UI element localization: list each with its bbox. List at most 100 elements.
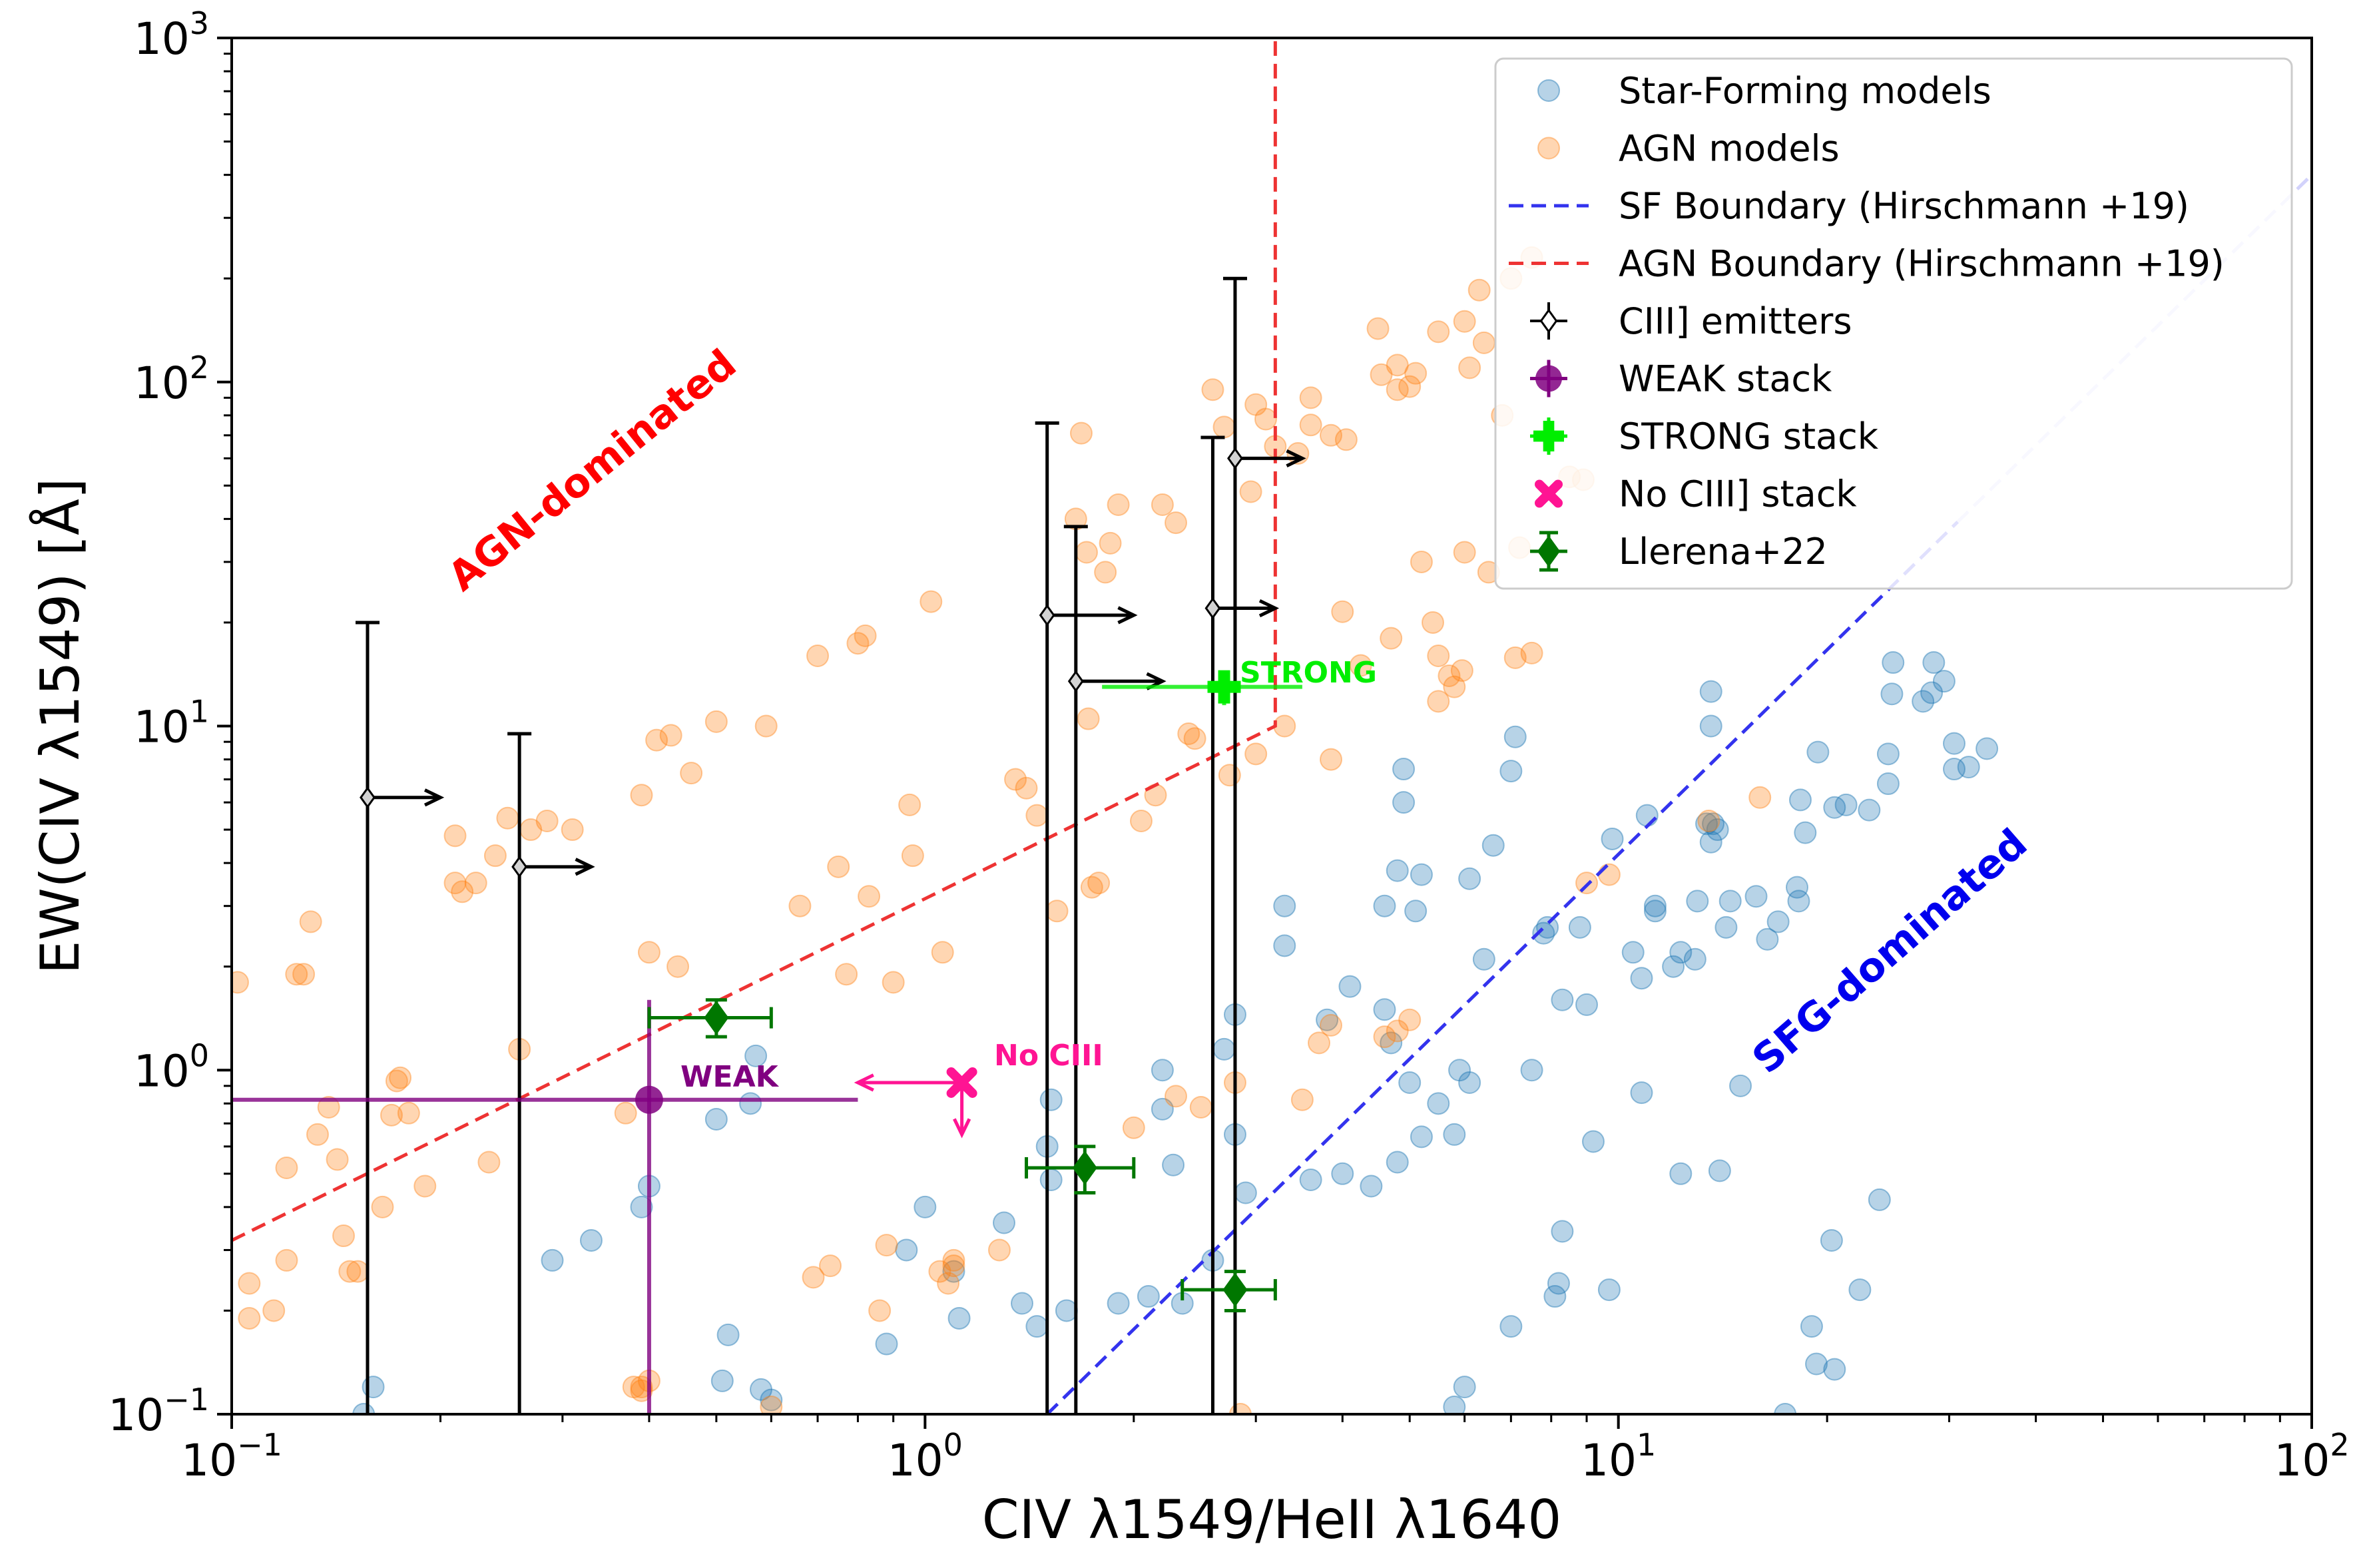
agn-model-point [1025, 804, 1049, 827]
sf-model-point [1543, 1285, 1567, 1308]
legend-marker [1539, 308, 1558, 334]
sf-model-point [1499, 760, 1523, 783]
strong-stack-marker [1207, 670, 1241, 704]
agn-model-point [464, 872, 487, 895]
sf-model-point [1686, 890, 1709, 913]
agn-model-point [827, 855, 850, 878]
sf-model-point [1448, 1059, 1471, 1082]
weak-stack-marker [635, 1085, 663, 1114]
agn-model-point [451, 880, 474, 904]
agn-model-point [1165, 1085, 1188, 1108]
sf-model-point [1443, 1123, 1466, 1146]
sf-model-point [1662, 955, 1685, 978]
sf-model-point [992, 1211, 1015, 1234]
sf-model-point [1794, 821, 1817, 844]
x-axis-title: CIV λ1549/HeII λ1640 [982, 1489, 1561, 1551]
y-axis-title: EW(CIV λ1549) [Å] [29, 478, 91, 974]
sf-model-point [1503, 725, 1527, 748]
sf-model-point [744, 1044, 768, 1067]
agn-boundary-line [232, 38, 1277, 1242]
sf-model-point [1273, 894, 1296, 917]
sf-model-point [1912, 690, 1935, 713]
agn-model-point [1319, 1013, 1342, 1037]
x-tick-label: 10−1 [181, 1427, 282, 1486]
axes: 10−1 100 101 102 10−1 100 101 102 103 CIV λ1549/H… [29, 5, 2350, 1551]
agn-model-point [1380, 627, 1403, 650]
y-tick-label: 10−1 [108, 1382, 209, 1441]
sf-model-point [1876, 742, 1900, 766]
agn-model-point [920, 590, 943, 613]
sf-model-point [716, 1323, 740, 1346]
sf-model-point [1212, 1037, 1236, 1061]
ciii-emitter-marker [1039, 604, 1055, 627]
agn-model-point [1212, 415, 1236, 439]
agn-model-point [659, 724, 682, 747]
agn-model-point [622, 1376, 645, 1399]
sf-model-point [541, 1248, 564, 1272]
agn-model-point [1427, 645, 1450, 668]
x-tick-label: 100 [888, 1427, 963, 1486]
legend-label: WEAK stack [1619, 358, 1832, 400]
sf-model-point [1920, 681, 1944, 704]
legend-item: SF Boundary (Hirschmann +19) [1509, 185, 2189, 227]
sf-model-point [1669, 1162, 1693, 1185]
agn-model-point [275, 1248, 298, 1272]
agn-model-point [942, 1254, 965, 1278]
legend-label: CIII] emitters [1619, 300, 1852, 342]
legend-item: No CIII] stack [1535, 473, 1857, 515]
agn-model-point [1129, 809, 1153, 832]
sf-model-point [1039, 1168, 1063, 1191]
sf-model-point [1380, 1031, 1403, 1055]
agn-model-point [1410, 550, 1433, 573]
sf-model-point [1699, 714, 1722, 738]
agn-model-point [1697, 809, 1720, 832]
y-tick-label: 103 [134, 5, 209, 65]
agn-model-point [1239, 480, 1262, 503]
sf-model-point [1360, 1175, 1383, 1198]
legend-marker [1537, 535, 1561, 567]
ciii-emitter-marker [1067, 670, 1084, 692]
agn-model-point [1472, 331, 1495, 354]
sf-model-point [1373, 998, 1396, 1021]
agn-model-point [1453, 541, 1476, 564]
sf-model-point [1785, 876, 1808, 899]
agn-model-point [1087, 872, 1111, 895]
agn-model-point [760, 1396, 783, 1414]
agn-model-point [882, 971, 905, 994]
agn-model-point [1398, 1008, 1422, 1031]
legend-marker [1535, 365, 1562, 392]
sf-model-point [1575, 993, 1599, 1016]
legend-marker [1533, 421, 1564, 451]
agn-model-point [937, 1272, 960, 1295]
agn-model-point [846, 632, 870, 655]
sf-model-point [1630, 1081, 1653, 1105]
agn-model-point [1308, 1031, 1331, 1055]
agn-model-point [835, 963, 858, 986]
sf-model-point [1520, 1059, 1543, 1082]
agn-model-point [819, 1254, 842, 1278]
agn-model-point [262, 1299, 286, 1322]
agn-model-point [238, 1272, 261, 1295]
sf-model-point [1714, 915, 1738, 939]
sf-model-point [1601, 827, 1624, 850]
sf-model-point [1729, 1074, 1752, 1097]
sf-model-point [1774, 1403, 1797, 1414]
sf-model-point [1551, 988, 1574, 1011]
agn-model-point [987, 1238, 1011, 1262]
agn-model-point [1165, 511, 1188, 535]
nociii-x-limit-arrow [854, 1073, 962, 1092]
agn-model-point [443, 824, 467, 848]
agn-model-point [1520, 641, 1543, 664]
legend-item: STRONG stack [1530, 415, 1879, 457]
agn-model-point [1290, 1088, 1314, 1111]
ciii-emitter [1200, 435, 1280, 1414]
ciii-emitter-limit-arrow [1047, 606, 1138, 625]
agn-model-point [1254, 407, 1278, 431]
agn-model-point [299, 910, 322, 933]
agn-model-point [1386, 378, 1409, 401]
sf-model-point [1942, 732, 1966, 755]
agn-model-point [1427, 320, 1450, 344]
sf-model-point [1823, 796, 1846, 819]
sf-model-point [1581, 1130, 1605, 1153]
agn-model-point [1045, 900, 1069, 923]
